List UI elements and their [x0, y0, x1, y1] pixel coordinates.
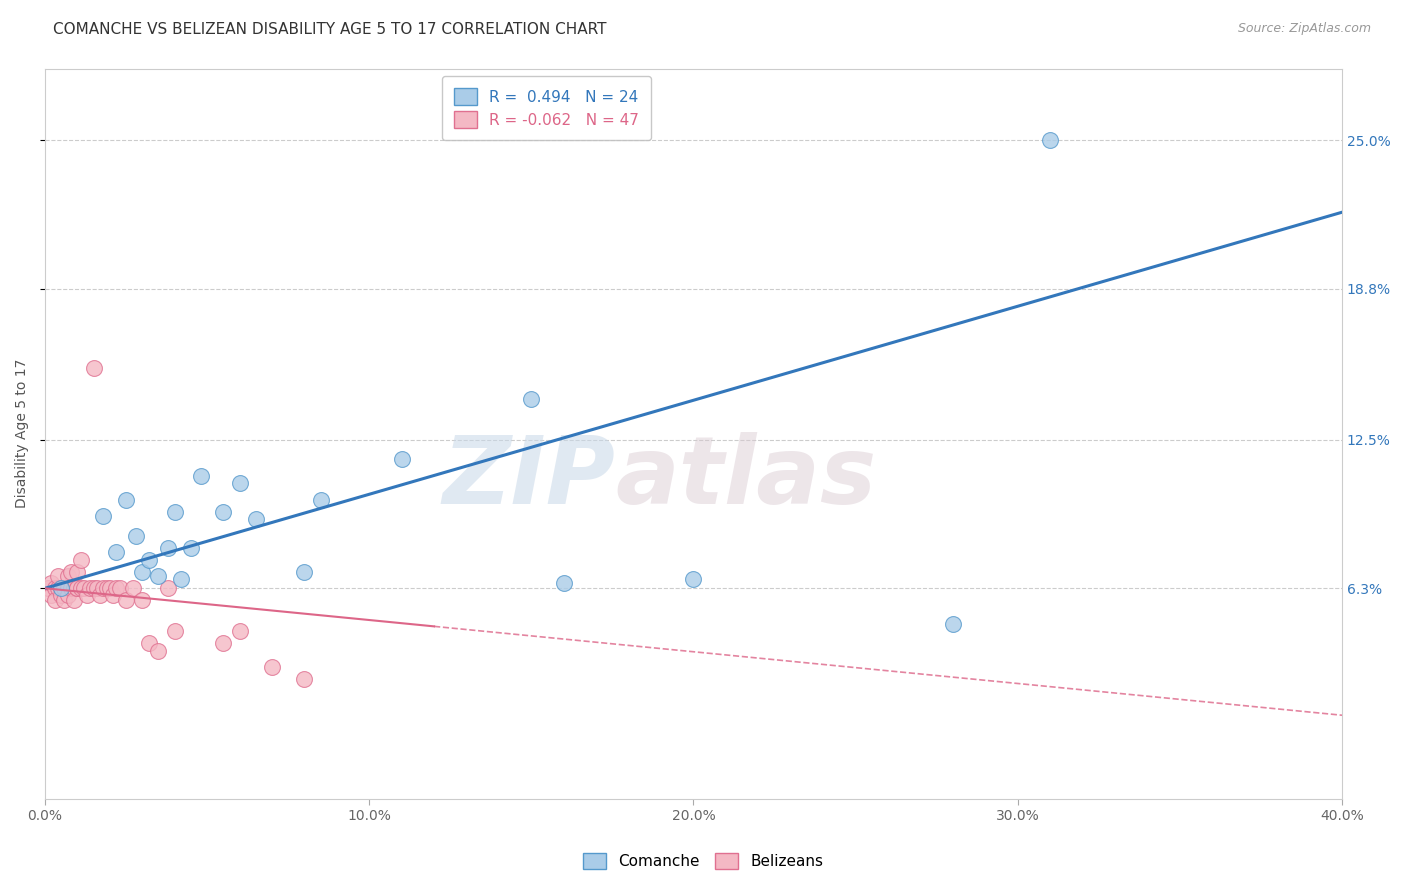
Point — [157, 541, 180, 555]
Point — [228, 475, 250, 490]
Point — [51, 582, 73, 596]
Point — [69, 582, 91, 596]
Point — [69, 552, 91, 566]
Point — [163, 505, 186, 519]
Point — [212, 636, 235, 650]
Point — [682, 572, 704, 586]
Point — [66, 582, 89, 596]
Point — [83, 360, 105, 375]
Point — [86, 582, 108, 596]
Text: atlas: atlas — [616, 432, 877, 524]
Point — [56, 589, 79, 603]
Point — [228, 624, 250, 639]
Point — [148, 643, 170, 657]
Point — [46, 582, 69, 596]
Point — [157, 582, 180, 596]
Point — [115, 492, 138, 507]
Text: ZIP: ZIP — [443, 432, 616, 524]
Point — [79, 582, 101, 596]
Point — [131, 565, 153, 579]
Point — [942, 617, 965, 632]
Point — [105, 545, 128, 559]
Legend: Comanche, Belizeans: Comanche, Belizeans — [576, 847, 830, 875]
Point — [101, 589, 124, 603]
Point — [1039, 133, 1062, 147]
Point — [53, 593, 76, 607]
Point — [83, 582, 105, 596]
Point — [91, 582, 114, 596]
Point — [260, 660, 283, 674]
Point — [41, 576, 63, 591]
Point — [51, 582, 73, 596]
Point — [91, 509, 114, 524]
Point — [73, 582, 96, 596]
Point — [190, 468, 212, 483]
Point — [41, 589, 63, 603]
Point — [125, 528, 148, 542]
Text: Source: ZipAtlas.com: Source: ZipAtlas.com — [1237, 22, 1371, 36]
Point — [292, 565, 315, 579]
Point — [163, 624, 186, 639]
Y-axis label: Disability Age 5 to 17: Disability Age 5 to 17 — [15, 359, 30, 508]
Point — [245, 512, 267, 526]
Point — [115, 593, 138, 607]
Point — [553, 576, 575, 591]
Point — [138, 636, 160, 650]
Point — [309, 492, 332, 507]
Point — [59, 565, 82, 579]
Point — [66, 565, 89, 579]
Point — [180, 541, 202, 555]
Point — [391, 452, 413, 467]
Point — [98, 582, 121, 596]
Point — [76, 589, 98, 603]
Point — [148, 569, 170, 583]
Point — [44, 582, 66, 596]
Point — [131, 593, 153, 607]
Legend: R =  0.494   N = 24, R = -0.062   N = 47: R = 0.494 N = 24, R = -0.062 N = 47 — [441, 76, 651, 140]
Point — [63, 593, 86, 607]
Text: COMANCHE VS BELIZEAN DISABILITY AGE 5 TO 17 CORRELATION CHART: COMANCHE VS BELIZEAN DISABILITY AGE 5 TO… — [53, 22, 607, 37]
Point — [520, 392, 543, 406]
Point — [59, 582, 82, 596]
Point — [96, 582, 118, 596]
Point — [170, 572, 193, 586]
Point — [66, 582, 89, 596]
Point — [37, 582, 59, 596]
Point — [89, 589, 111, 603]
Point — [56, 569, 79, 583]
Point — [105, 582, 128, 596]
Point — [108, 582, 131, 596]
Point — [46, 569, 69, 583]
Point — [212, 505, 235, 519]
Point — [63, 582, 86, 596]
Point — [138, 552, 160, 566]
Point — [53, 582, 76, 596]
Point — [51, 589, 73, 603]
Point — [292, 673, 315, 687]
Point — [121, 582, 143, 596]
Point — [56, 582, 79, 596]
Point — [44, 593, 66, 607]
